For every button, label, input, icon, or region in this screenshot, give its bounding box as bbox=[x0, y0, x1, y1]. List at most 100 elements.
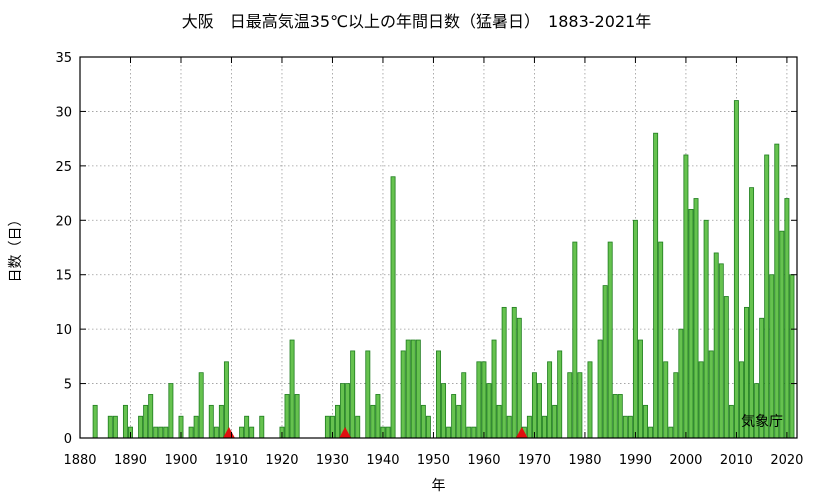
bar-1975 bbox=[557, 350, 563, 439]
bar-1977 bbox=[567, 372, 573, 439]
x-tick-label: 2020 bbox=[770, 453, 803, 468]
bar-1894 bbox=[148, 394, 154, 439]
bar-1992 bbox=[643, 404, 648, 439]
bar-1941 bbox=[385, 426, 391, 439]
bar-1960 bbox=[481, 361, 487, 439]
bar-1955 bbox=[456, 404, 462, 439]
source-label: 気象庁 bbox=[741, 414, 783, 430]
bar-1962 bbox=[491, 339, 497, 439]
bar-1949 bbox=[425, 415, 431, 439]
marker-1932 bbox=[339, 427, 352, 438]
x-tick-label: 2000 bbox=[669, 453, 702, 468]
bar-1954 bbox=[451, 394, 457, 439]
bar-1903 bbox=[193, 415, 199, 439]
x-tick-label: 1960 bbox=[467, 453, 500, 468]
bar-1898 bbox=[168, 383, 174, 439]
bar-1929 bbox=[324, 415, 330, 439]
bar-1971 bbox=[537, 383, 542, 439]
bar-2005 bbox=[708, 350, 714, 439]
bar-1983 bbox=[597, 339, 603, 439]
bar-1970 bbox=[531, 372, 537, 439]
bar-1935 bbox=[355, 415, 361, 439]
bar-2007 bbox=[718, 263, 724, 439]
y-tick-label: 25 bbox=[55, 160, 72, 175]
x-tick-label: 1940 bbox=[366, 453, 399, 468]
y-axis-label: 日数（日） bbox=[8, 213, 24, 283]
x-tick-label: 1880 bbox=[63, 453, 96, 468]
bar-1961 bbox=[486, 383, 492, 439]
bar-1998 bbox=[673, 372, 679, 439]
x-tick-label: 1930 bbox=[316, 453, 349, 468]
bar-1902 bbox=[188, 426, 194, 439]
bar-1999 bbox=[678, 328, 684, 439]
bar-1945 bbox=[405, 339, 411, 439]
y-tick-label: 20 bbox=[55, 214, 72, 229]
y-tick-label: 15 bbox=[55, 269, 72, 284]
x-tick-label: 1990 bbox=[619, 453, 652, 468]
bar-1883 bbox=[92, 404, 98, 439]
bar-1887 bbox=[112, 415, 118, 439]
bar-1958 bbox=[471, 426, 477, 439]
x-axis-label: 年 bbox=[432, 478, 446, 494]
bar-1913 bbox=[244, 415, 250, 439]
bar-1908 bbox=[218, 404, 224, 439]
y-tick-label: 5 bbox=[64, 378, 72, 393]
bar-1914 bbox=[249, 426, 255, 439]
x-tick-label: 1890 bbox=[114, 453, 147, 468]
bar-1931 bbox=[335, 404, 340, 439]
bar-1952 bbox=[441, 383, 447, 439]
x-tick-label: 1980 bbox=[568, 453, 601, 468]
bar-1972 bbox=[542, 415, 548, 439]
y-tick-label: 30 bbox=[55, 105, 72, 120]
bar-1997 bbox=[668, 426, 674, 439]
bar-1996 bbox=[663, 361, 669, 439]
bar-1906 bbox=[208, 404, 214, 439]
bar-1956 bbox=[461, 372, 467, 439]
bar-1978 bbox=[572, 241, 578, 439]
bar-1994 bbox=[653, 132, 659, 439]
x-tick-label: 1970 bbox=[518, 453, 551, 468]
bar-2004 bbox=[703, 219, 709, 439]
bar-1993 bbox=[648, 426, 654, 439]
bar-1959 bbox=[476, 361, 482, 439]
bar-2020 bbox=[784, 198, 790, 439]
marker-1967 bbox=[515, 427, 528, 438]
bar-2003 bbox=[698, 361, 704, 439]
bar-1965 bbox=[506, 415, 512, 439]
plot-frame bbox=[79, 56, 798, 439]
bar-1944 bbox=[400, 350, 406, 439]
x-tick-label: 1900 bbox=[164, 453, 197, 468]
bar-1896 bbox=[158, 426, 164, 439]
bar-1948 bbox=[420, 404, 426, 439]
bar-1923 bbox=[294, 394, 300, 439]
bar-2009 bbox=[728, 404, 734, 439]
bar-1938 bbox=[370, 404, 376, 439]
x-tick-label: 1920 bbox=[265, 453, 298, 468]
chart-title: 大阪 日最高気温35℃以上の年間日数（猛暑日） 1883-2021年 bbox=[181, 12, 652, 31]
bar-1963 bbox=[496, 404, 502, 439]
bar-2002 bbox=[693, 198, 699, 439]
bar-1947 bbox=[415, 339, 421, 439]
bar-1951 bbox=[436, 350, 441, 439]
bar-1893 bbox=[143, 404, 149, 439]
bar-2000 bbox=[683, 154, 689, 439]
bar-1964 bbox=[501, 306, 507, 439]
x-tick-label: 2010 bbox=[720, 453, 753, 468]
bar-1966 bbox=[511, 306, 517, 439]
bar-2018 bbox=[774, 143, 780, 439]
x-tick-label: 1910 bbox=[215, 453, 248, 468]
y-tick-label: 35 bbox=[55, 51, 72, 66]
bar-1981 bbox=[587, 361, 593, 439]
x-tick-label: 1950 bbox=[417, 453, 450, 468]
bar-1946 bbox=[410, 339, 416, 439]
bar-1909 bbox=[223, 361, 229, 439]
bar-2021 bbox=[789, 274, 795, 439]
bar-1939 bbox=[375, 394, 381, 439]
bar-1953 bbox=[446, 426, 452, 439]
bar-1974 bbox=[552, 404, 558, 439]
bar-1989 bbox=[627, 415, 633, 439]
bar-1957 bbox=[466, 426, 472, 439]
bar-1922 bbox=[289, 339, 295, 439]
bar-1984 bbox=[602, 285, 608, 439]
axis-ticks: 0 5 10 15 20 25 30 35 1880 1890 1900 1910 1920 1930 19… bbox=[55, 51, 803, 468]
